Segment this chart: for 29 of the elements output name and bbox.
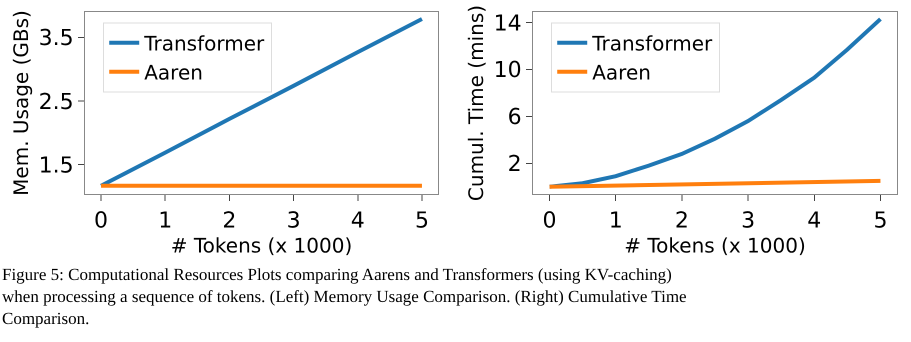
y-tick-label: 6 — [508, 105, 522, 130]
caption: Figure 5: Computational Resources Plots comparing Aarens and Transformers (using KV-caching) when processing a sequence of tokens. (Left) Memory Usage Comparison. (Right) Cumulative Time Comparison. — [2, 265, 687, 328]
y-tick-label: 2 — [508, 152, 522, 177]
y-tick-label: 3.5 — [38, 26, 74, 52]
legend-label: Aaren — [144, 60, 203, 85]
x-axis-title: # Tokens (x 1000) — [170, 233, 352, 258]
x-tick-label: 3 — [741, 208, 756, 234]
x-axis-title: # Tokens (x 1000) — [624, 233, 806, 258]
x-tick-label: 2 — [674, 208, 689, 234]
y-axis-title: Cumul. Time (mins) — [464, 4, 488, 202]
x-tick-label: 2 — [222, 208, 236, 234]
y-tick-label: 14 — [494, 11, 522, 36]
x-tick-label: 4 — [807, 208, 822, 234]
legend-label: Transformer — [591, 32, 714, 56]
y-tick-label: 1.5 — [38, 153, 74, 178]
x-tick-label: 0 — [94, 208, 108, 234]
legend-label: Transformer — [143, 32, 266, 56]
x-tick-label: 1 — [158, 208, 172, 234]
x-tick-label: 5 — [873, 208, 888, 234]
y-axis-title: Mem. Usage (GBs) — [9, 10, 34, 196]
x-tick-label: 4 — [350, 208, 365, 234]
y-tick-label: 10 — [494, 58, 522, 84]
x-tick-label: 0 — [542, 208, 557, 234]
line-series — [99, 17, 424, 188]
legend-label: Aaren — [592, 60, 651, 85]
x-tick-label: 1 — [608, 208, 623, 234]
x-tick-label: 3 — [286, 208, 301, 234]
y-tick-label: 2.5 — [38, 90, 74, 115]
x-tick-label: 5 — [414, 208, 429, 234]
